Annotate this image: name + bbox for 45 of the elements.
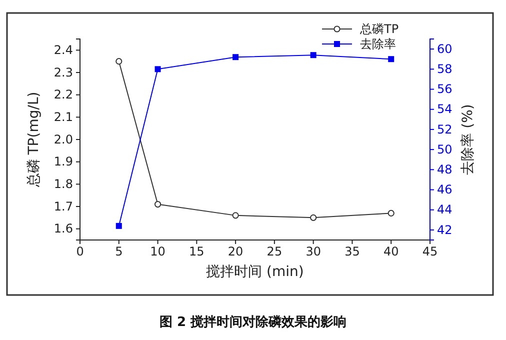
x-tick-label: 40 — [383, 244, 399, 259]
point — [154, 200, 162, 208]
y2-tick-label: 54 — [437, 102, 452, 116]
legend-label: 去除率 — [360, 37, 396, 51]
y2-tick-label: 44 — [437, 202, 452, 217]
x-tick-label: 15 — [189, 244, 204, 259]
x-tick-label: 5 — [115, 244, 123, 259]
x-tick-label: 45 — [422, 244, 438, 259]
y-tick-label: 1.6 — [54, 222, 73, 236]
y-tick-label: 2.0 — [54, 132, 73, 146]
point — [388, 56, 394, 62]
x-tick-label: 0 — [76, 244, 84, 259]
point — [310, 52, 316, 58]
y2-tick-label: 48 — [437, 162, 452, 176]
x-tick-label: 35 — [344, 244, 360, 259]
legend-label: 总磷TP — [359, 22, 399, 36]
y-tick-label: 1.9 — [54, 154, 73, 169]
point — [232, 212, 239, 219]
y2-tick-label: 42 — [437, 222, 452, 237]
point — [116, 222, 122, 229]
point — [388, 210, 394, 216]
y2-tick-label: 60 — [437, 42, 452, 56]
y2-tick-label: 50 — [437, 142, 452, 156]
y2-tick-label: 46 — [437, 182, 452, 197]
point — [232, 54, 239, 60]
x-axis-title: 搅拌时间 (min) — [206, 264, 304, 280]
y-axis-title: 总磷 TP(mg/L) — [26, 92, 42, 188]
point — [116, 58, 122, 65]
y-tick-label: 2.4 — [54, 43, 73, 58]
x-tick-label: 25 — [266, 244, 282, 259]
y-tick-label: 1.7 — [54, 199, 73, 214]
x-tick-label: 20 — [228, 244, 244, 259]
x-tick-label: 10 — [150, 244, 166, 259]
point — [310, 214, 317, 221]
y-tick-label: 2.1 — [54, 110, 73, 124]
y2-tick-label: 58 — [437, 62, 452, 76]
y-tick-label: 2.2 — [54, 88, 73, 102]
x-tick-label: 30 — [306, 244, 321, 259]
point — [154, 66, 161, 72]
y2-tick-label: 56 — [437, 82, 452, 96]
y-tick-label: 2.3 — [54, 65, 73, 80]
y2-tick-label: 52 — [437, 122, 452, 136]
caption: 图 2 搅拌时间对除磷效果的影响 — [159, 314, 347, 330]
y-tick-label: 1.8 — [54, 177, 73, 192]
y2-axis-title: 去除率 (%) — [460, 104, 476, 175]
